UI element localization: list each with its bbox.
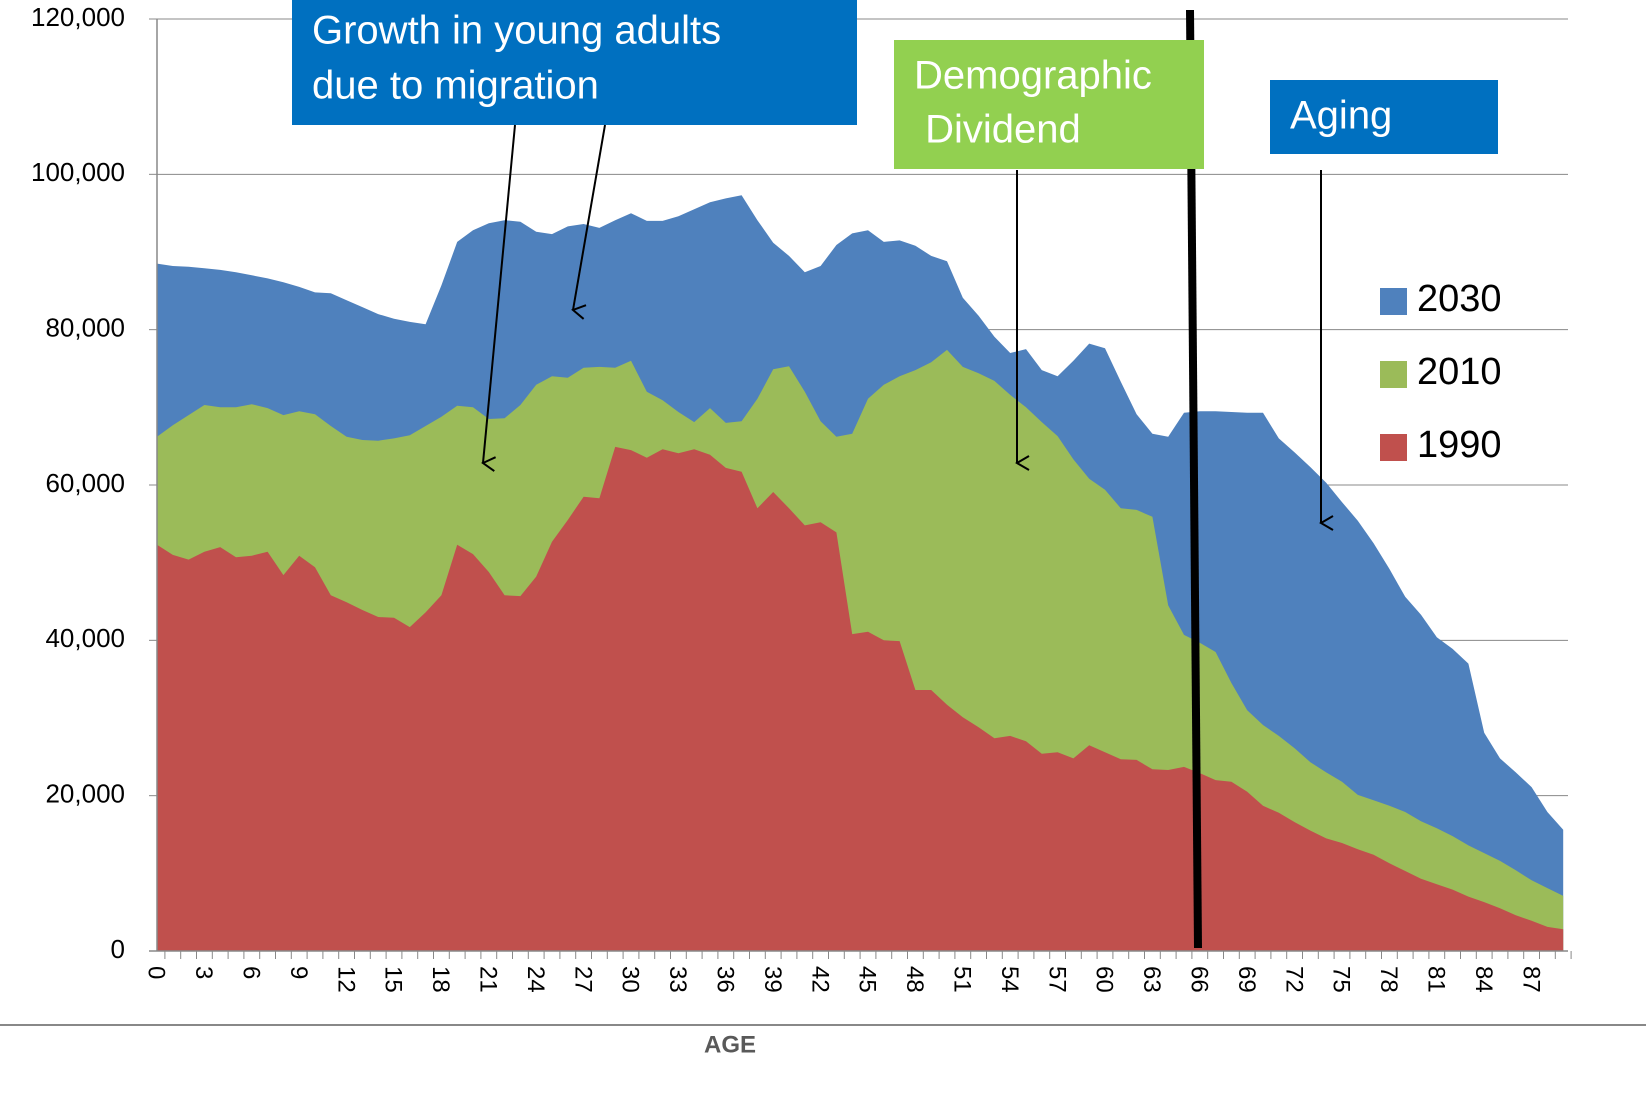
annotation-text: due to migration	[312, 64, 599, 108]
x-tick-label: 9	[285, 966, 312, 979]
y-tick-label: 120,000	[31, 2, 125, 32]
x-tick-label: 39	[759, 966, 786, 993]
x-tick-label: 45	[854, 966, 881, 993]
x-tick-label: 66	[1185, 966, 1212, 993]
legend-label: 1990	[1417, 424, 1502, 466]
x-tick-label: 30	[617, 966, 644, 993]
annotation-text: Growth in young adults	[312, 9, 721, 53]
y-tick-label: 80,000	[45, 313, 125, 343]
x-tick-label: 54	[996, 966, 1023, 993]
annotation-box	[1270, 80, 1498, 154]
x-tick-label: 78	[1375, 966, 1402, 993]
x-tick-label: 42	[806, 966, 833, 993]
y-tick-label: 60,000	[45, 468, 125, 498]
x-tick-label: 3	[190, 966, 217, 979]
x-tick-label: 12	[332, 966, 359, 993]
y-tick-label: 100,000	[31, 157, 125, 187]
legend-label: 2030	[1417, 278, 1502, 320]
x-tick-label: 63	[1138, 966, 1165, 993]
annotation-text: Aging	[1290, 94, 1392, 138]
legend-swatch	[1380, 288, 1407, 315]
y-tick-label: 20,000	[45, 779, 125, 809]
x-tick-label: 6	[237, 966, 264, 979]
x-tick-label: 18	[427, 966, 454, 993]
arrow	[481, 124, 516, 472]
x-axis-label: AGE	[704, 1031, 756, 1058]
arrow	[571, 124, 606, 320]
y-tick-label: 40,000	[45, 623, 125, 653]
x-tick-label: 72	[1280, 966, 1307, 993]
x-tick-label: 0	[143, 966, 170, 979]
annotation-box	[894, 40, 1204, 169]
x-tick-label: 21	[474, 966, 501, 993]
x-tick-label: 15	[380, 966, 407, 993]
x-tick-label: 24	[522, 966, 549, 993]
x-tick-label: 51	[948, 966, 975, 993]
annotation-text: Dividend	[914, 108, 1081, 152]
area	[157, 446, 1564, 951]
legend-label: 2010	[1417, 351, 1502, 393]
x-tick-label: 36	[711, 966, 738, 993]
x-tick-label: 75	[1328, 966, 1355, 993]
x-tick-label: 27	[569, 966, 596, 993]
y-tick-label: 0	[111, 934, 125, 964]
x-tick-label: 87	[1517, 966, 1544, 993]
x-tick-label: 57	[1043, 966, 1070, 993]
x-tick-label: 33	[664, 966, 691, 993]
plot-area	[149, 18, 1572, 959]
legend-swatch	[1380, 434, 1407, 461]
x-tick-label: 84	[1470, 966, 1497, 993]
x-tick-label: 69	[1233, 966, 1260, 993]
x-tick-label: 81	[1422, 966, 1449, 993]
legend-swatch	[1380, 361, 1407, 388]
annotation-box	[292, 0, 857, 125]
x-tick-label: 48	[901, 966, 928, 993]
x-tick-label: 60	[1091, 966, 1118, 993]
annotation-text: Demographic	[914, 54, 1152, 98]
